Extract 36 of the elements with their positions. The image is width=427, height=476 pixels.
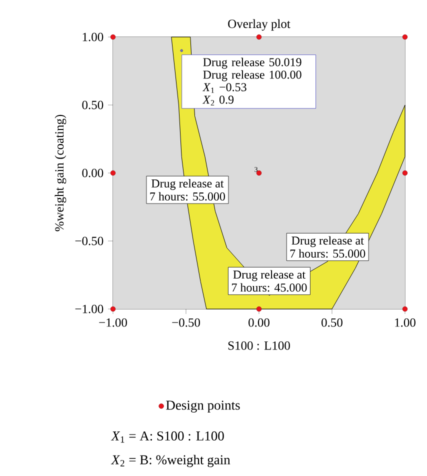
x-tick-label: 0.00 bbox=[248, 318, 270, 327]
y-tick-label: 0.00 bbox=[82, 168, 104, 178]
annotation: X$_{2}$ 0.9 bbox=[202, 96, 234, 106]
text: X$_{2}$ = B: %weight gain bbox=[110, 454, 230, 468]
x-tick-label: 0.50 bbox=[322, 318, 342, 327]
x-axis-title: S100 : L100 bbox=[228, 341, 290, 350]
point bbox=[402, 306, 408, 312]
point bbox=[110, 170, 116, 176]
x-tick-label: 1.00 bbox=[395, 318, 416, 327]
y-tick-label: 0.50 bbox=[82, 100, 104, 110]
point bbox=[110, 306, 116, 312]
annotation: 7 hours: 45.000 bbox=[232, 283, 307, 292]
annotation: 7 hours: 55.000 bbox=[290, 249, 366, 258]
annotation: Drug release 50.019 bbox=[203, 58, 302, 69]
x-tick-label: −1.00 bbox=[99, 318, 127, 327]
annotation: Drug release at bbox=[151, 179, 224, 190]
y-axis-title: %weight gain (coating) bbox=[54, 114, 66, 232]
point bbox=[402, 34, 408, 40]
annotation: Drug release 100.00 bbox=[203, 70, 302, 82]
annotation: X$_{1}$ −0.53 bbox=[202, 83, 246, 93]
point bbox=[180, 49, 184, 52]
annotation: Drug release at bbox=[233, 270, 306, 282]
annotation: 7 hours: 55.000 bbox=[150, 192, 225, 201]
point bbox=[256, 306, 262, 312]
y-tick-label: −1.00 bbox=[75, 304, 104, 314]
point bbox=[402, 170, 408, 176]
text: X$_{1}$ = A: S100 : L100 bbox=[110, 431, 224, 443]
x-tick-label: −0.50 bbox=[172, 318, 200, 327]
chart-title: Overlay plot bbox=[228, 19, 290, 31]
annotation: Drug release at bbox=[292, 236, 364, 248]
legend-label: Design points bbox=[166, 400, 240, 413]
y-tick-label: 1.00 bbox=[82, 32, 104, 42]
point bbox=[110, 34, 116, 40]
point bbox=[256, 34, 262, 40]
point bbox=[256, 170, 262, 176]
y-tick-label: −0.50 bbox=[75, 236, 104, 246]
